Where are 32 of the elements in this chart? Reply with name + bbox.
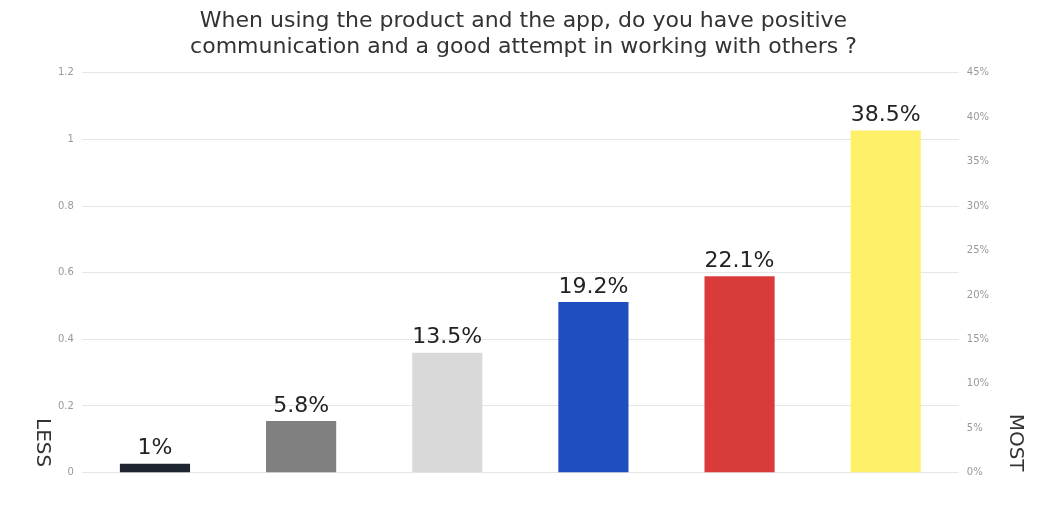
y-tick-label: 0.8 (58, 199, 74, 211)
y2-tick-label: 5% (966, 421, 983, 433)
y-tick-label: 0 (67, 466, 74, 478)
y2-tick-label: 35% (966, 155, 990, 167)
y2-tick-label: 45% (966, 66, 990, 78)
bar (850, 130, 921, 473)
data-label: 13.5% (412, 323, 483, 349)
y-tick-label: 1.2 (58, 66, 74, 78)
chart-title: When using the product and the app, do you have positive communication and a good attempt in working with others ? (190, 6, 857, 59)
data-label: 19.2% (558, 272, 629, 298)
y2-tick-label: 0% (966, 466, 983, 478)
data-label: 1% (137, 434, 173, 460)
y2-tick-label: 30% (966, 199, 990, 211)
y2-tick-label: 15% (966, 332, 990, 344)
data-label: 38.5% (850, 101, 921, 127)
y-tick-label: 0.6 (58, 266, 74, 278)
text: MOST (1004, 413, 1029, 473)
y-tick-label: 1 (67, 133, 74, 145)
y2-tick-label: 20% (966, 288, 990, 300)
y-tick-label: 0.2 (58, 399, 74, 411)
bar (119, 463, 191, 473)
y2-tick-label: 10% (966, 377, 990, 389)
y2-tick-label: 25% (966, 244, 990, 256)
data-label: 5.8% (273, 391, 330, 417)
bar (412, 352, 483, 473)
data-label: 22.1% (704, 246, 775, 272)
bar (266, 421, 337, 473)
bar (704, 276, 775, 473)
y-tick-label: 0.4 (58, 332, 74, 344)
y2-tick-label: 40% (966, 110, 990, 122)
bar (558, 302, 629, 473)
text: LESS (31, 418, 56, 468)
